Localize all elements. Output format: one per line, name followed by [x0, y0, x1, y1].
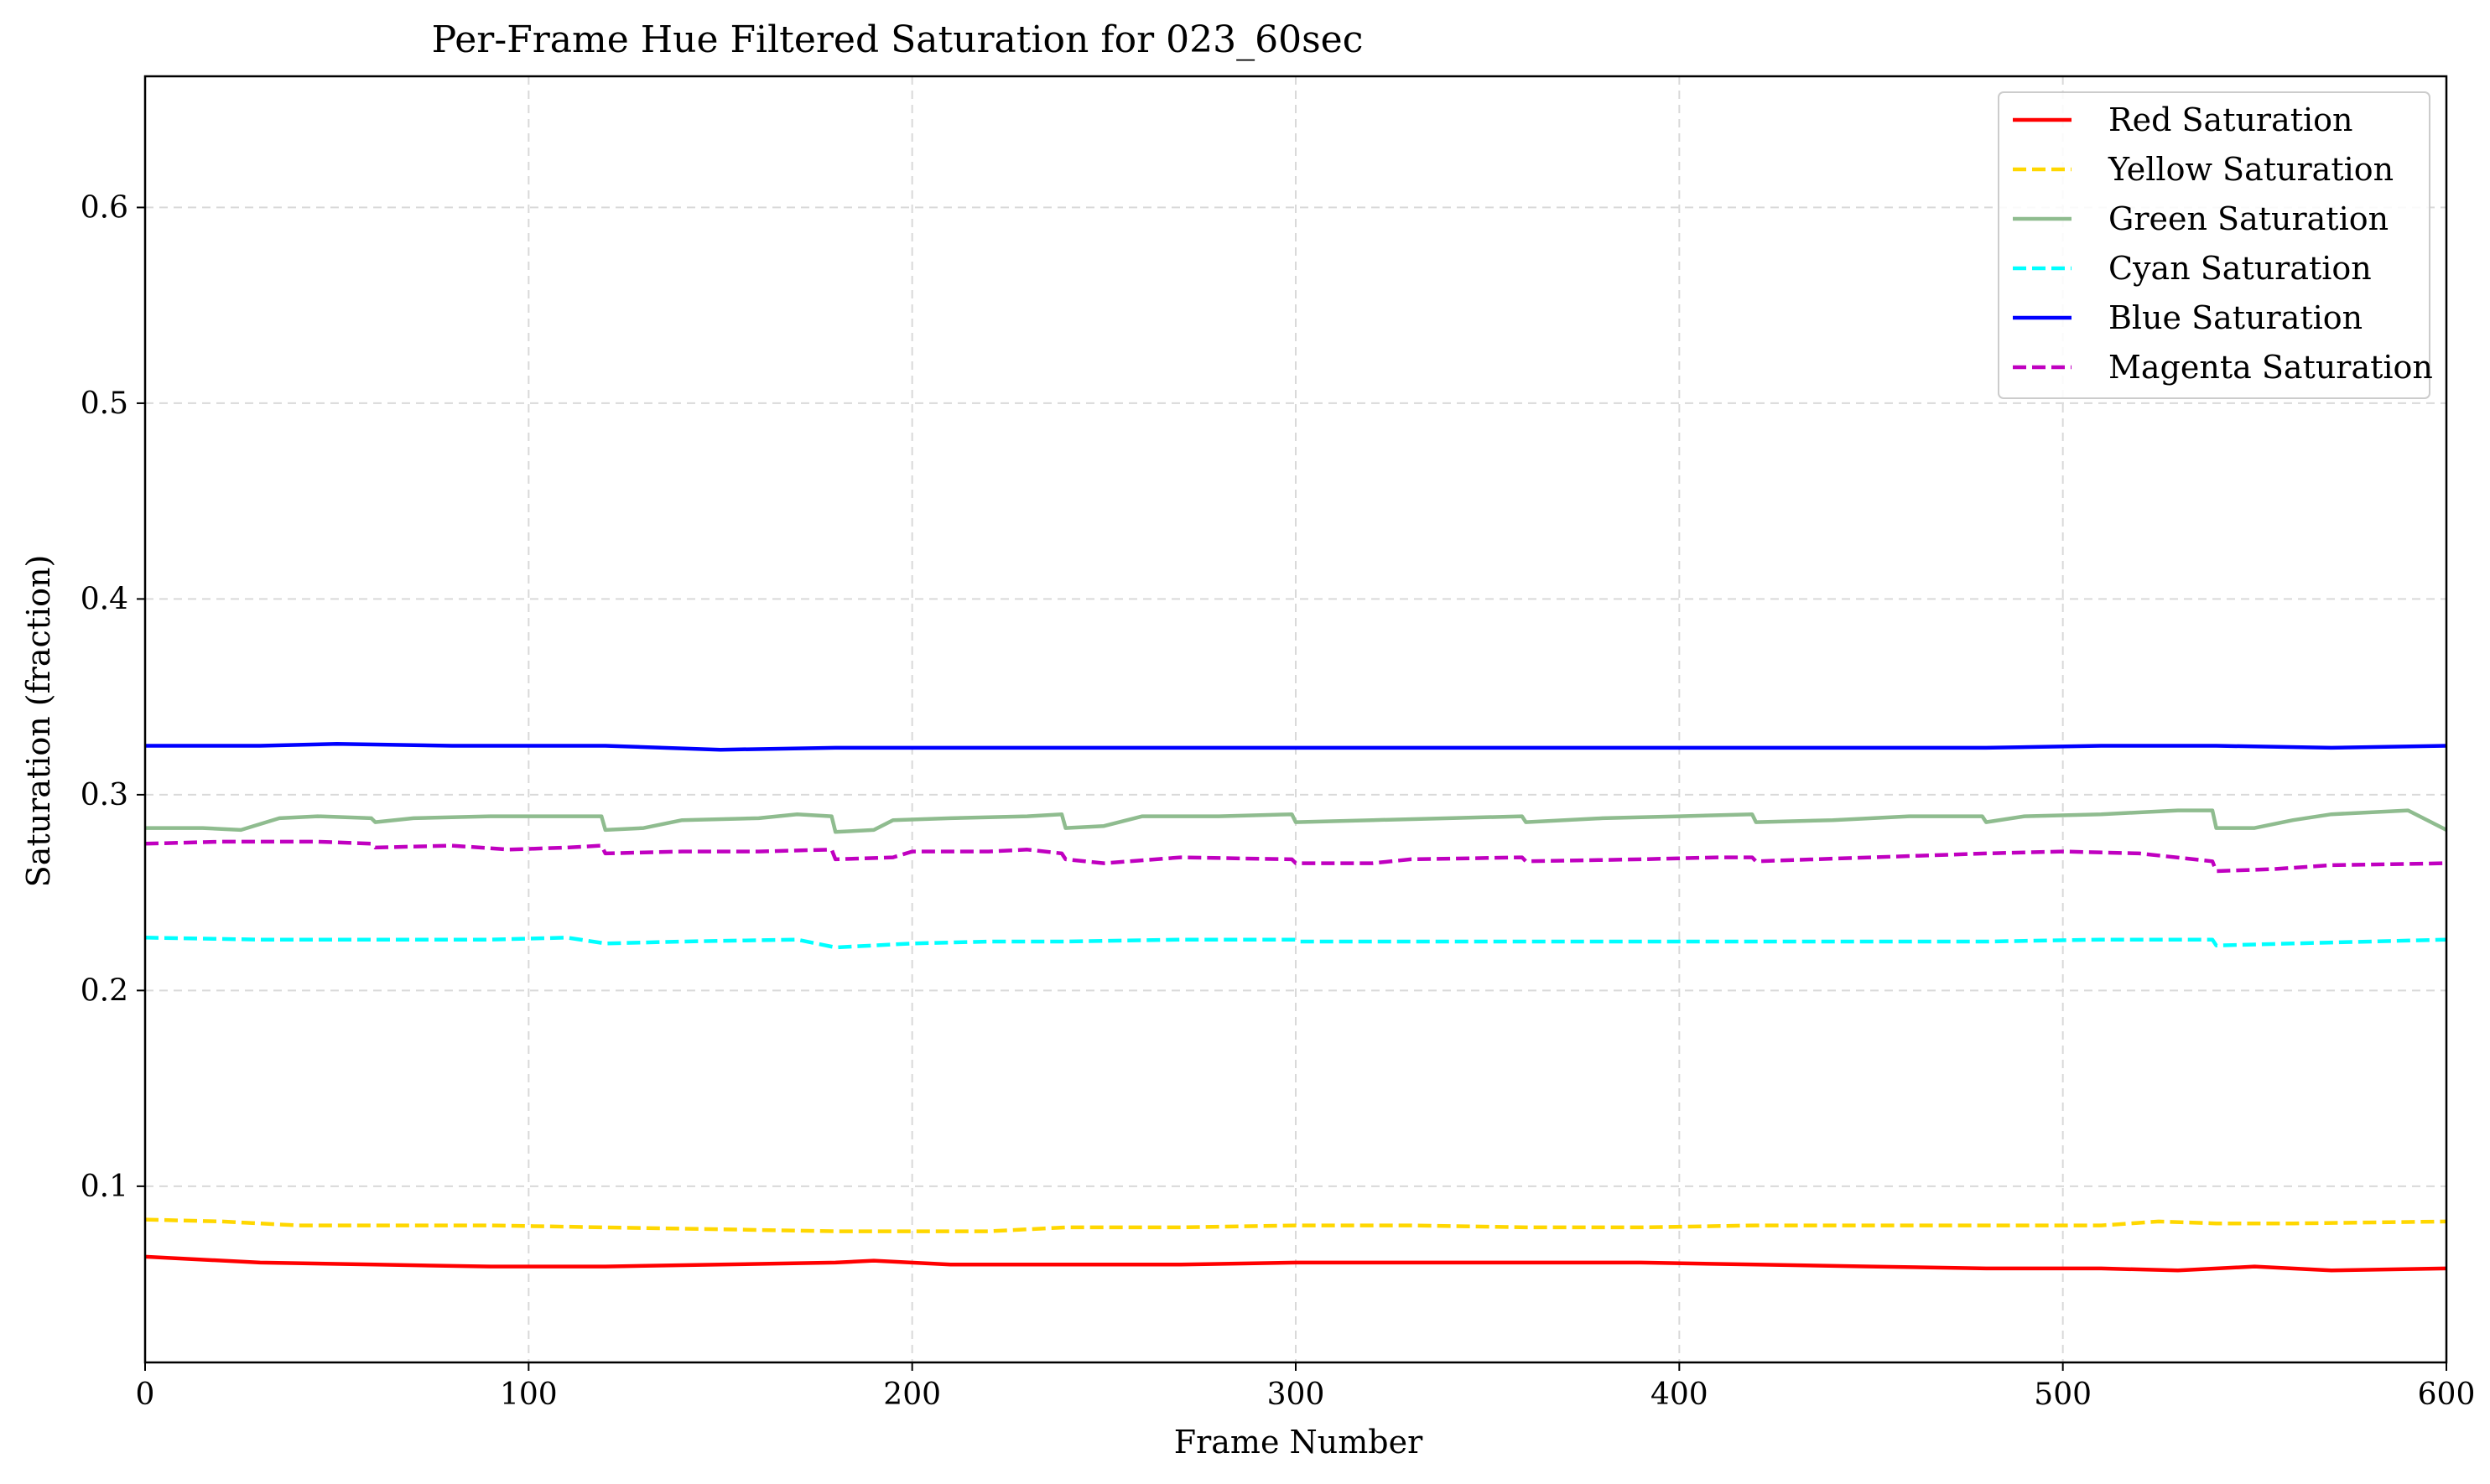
series-line-green-saturation [145, 808, 2448, 834]
y-tick-label: 0.4 [81, 582, 128, 616]
x-tick-label: 200 [883, 1378, 941, 1412]
legend-label: Cyan Saturation [2108, 250, 2372, 287]
series-line-magenta-saturation [144, 839, 2447, 874]
x-axis-ticks: 0 100 200 300 400 500 600 [136, 1362, 2476, 1412]
series-line-red-saturation [144, 1254, 2447, 1273]
legend: Red Saturation Yellow Saturation Green Sat… [1998, 91, 2433, 399]
legend-box [1998, 91, 2430, 399]
y-tick-label: 0.6 [81, 190, 128, 225]
y-tick-label: 0.3 [81, 778, 128, 812]
series-lines [144, 741, 2448, 1273]
legend-label: Green Saturation [2108, 200, 2389, 237]
y-axis-title: Saturation (fraction) [20, 555, 57, 888]
y-axis-ticks: 0.1 0.2 0.3 0.4 0.5 0.6 [81, 190, 145, 1204]
series-line-yellow-saturation [144, 1217, 2447, 1233]
y-tick-label: 0.5 [81, 387, 128, 421]
y-tick-label: 0.1 [81, 1170, 128, 1204]
legend-label: Magenta Saturation [2108, 349, 2433, 386]
x-tick-label: 100 [500, 1378, 558, 1412]
chart-title: Per-Frame Hue Filtered Saturation for 02… [432, 18, 1364, 61]
series-line-cyan-saturation [144, 936, 2447, 950]
legend-label: Red Saturation [2108, 101, 2353, 138]
series-line-blue-saturation [145, 741, 2447, 752]
x-tick-label: 500 [2034, 1378, 2092, 1412]
legend-label: Blue Saturation [2108, 299, 2363, 336]
x-tick-label: 600 [2418, 1378, 2476, 1412]
x-tick-label: 300 [1267, 1378, 1325, 1412]
x-tick-label: 400 [1650, 1378, 1708, 1412]
x-tick-label: 0 [136, 1378, 155, 1412]
legend-entries: Red Saturation Yellow Saturation Green Sat… [2013, 101, 2433, 386]
legend-label: Yellow Saturation [2108, 151, 2394, 188]
x-axis-title: Frame Number [1174, 1424, 1423, 1461]
y-tick-label: 0.2 [81, 973, 128, 1008]
plot-area [144, 741, 2448, 1273]
